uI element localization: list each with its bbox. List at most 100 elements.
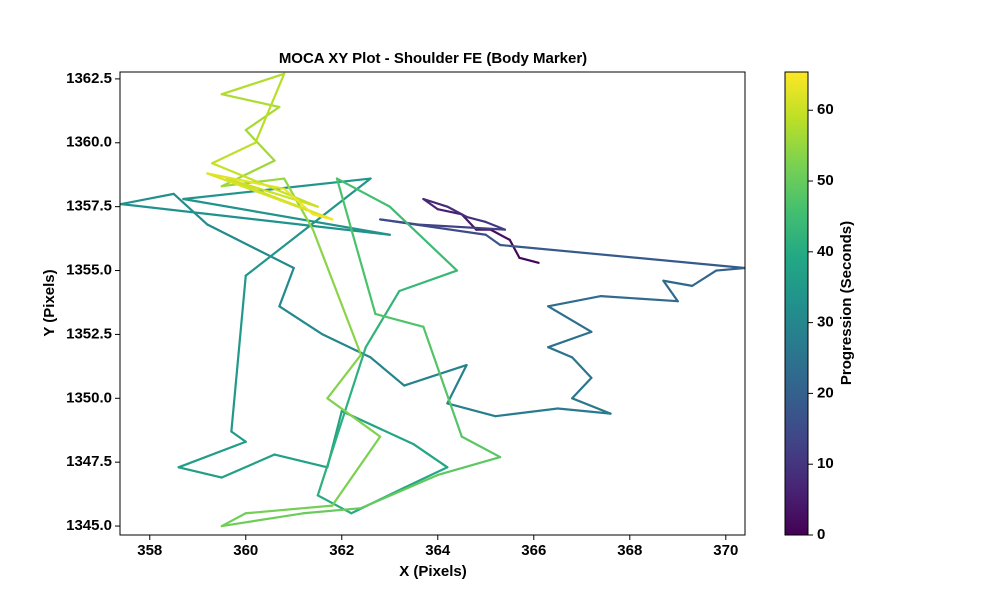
x-tick-label: 366 <box>521 542 546 559</box>
trajectory-segment <box>278 305 324 336</box>
trajectory-segment <box>508 238 521 259</box>
trajectory-segment <box>417 223 507 231</box>
trajectory-segment <box>230 274 247 433</box>
trajectory-segment <box>283 177 315 231</box>
trajectory-segment <box>388 205 459 272</box>
trajectory-segment <box>283 187 315 216</box>
trajectory-segment <box>599 294 679 303</box>
trajectory-segment <box>662 279 694 287</box>
x-tick-label: 364 <box>425 542 451 559</box>
trajectory-segment <box>220 453 276 479</box>
trajectory-segment <box>398 269 459 293</box>
trajectory-segment <box>120 203 391 236</box>
colorbar-tick-label: 0 <box>817 526 825 543</box>
trajectory-segment <box>211 141 257 165</box>
trajectory <box>120 72 745 528</box>
trajectory-segment <box>331 435 382 507</box>
trajectory-segment <box>547 305 593 333</box>
trajectory-segment <box>403 466 449 489</box>
colorbar-tick-label: 20 <box>817 384 834 401</box>
trajectory-segment <box>311 213 334 221</box>
trajectory-segment <box>244 105 281 132</box>
trajectory-segment <box>206 172 286 190</box>
trajectory-segment <box>244 177 372 277</box>
colorbar <box>784 71 809 536</box>
y-tick-label: 1355.0 <box>66 262 112 279</box>
y-tick-label: 1345.0 <box>66 517 112 534</box>
colorbar-label: Progression (Seconds) <box>838 221 855 385</box>
trajectory-segment <box>422 197 449 208</box>
trajectory-segment <box>220 512 305 528</box>
trajectory-segment <box>302 507 363 515</box>
trajectory-segment <box>316 346 367 497</box>
x-tick-label: 358 <box>137 542 162 559</box>
trajectory-segment <box>518 256 540 264</box>
trajectory-segment <box>311 228 363 356</box>
y-tick-label: 1350.0 <box>66 389 112 406</box>
y-tick-label: 1362.5 <box>66 70 112 87</box>
colorbar-tick-label: 10 <box>817 455 834 472</box>
colorbar-tick-label: 60 <box>817 101 834 118</box>
trajectory-segment <box>244 128 276 162</box>
trajectory-segment <box>446 363 468 405</box>
trajectory-segment <box>220 72 286 96</box>
trajectory-segment <box>206 223 295 270</box>
trajectory-segment <box>436 455 502 477</box>
trajectory-segment <box>484 233 502 247</box>
colorbar-tick-label: 40 <box>817 243 834 260</box>
trajectory-segment <box>494 407 559 418</box>
trajectory-segment <box>499 243 745 270</box>
trajectory-segment <box>220 512 247 528</box>
trajectory-segment <box>364 289 401 349</box>
trajectory-segment <box>571 356 593 379</box>
trajectory-segment <box>369 356 406 387</box>
trajectory-segment <box>177 466 223 479</box>
trajectory-segment <box>446 205 468 218</box>
y-tick-label: 1360.0 <box>66 134 112 151</box>
trajectory-segment <box>182 197 391 236</box>
trajectory-segment <box>422 325 463 438</box>
chart-title: MOCA XY Plot - Shoulder FE (Body Marker) <box>279 50 587 67</box>
trajectory-segment <box>446 402 497 418</box>
trajectory-segment <box>273 453 329 469</box>
trajectory-segment <box>412 443 449 469</box>
trajectory-segment <box>547 346 574 359</box>
plot-frame <box>119 71 746 536</box>
trajectory-segment <box>556 407 612 415</box>
trajectory-segment <box>691 269 718 287</box>
x-tick-label: 360 <box>233 542 258 559</box>
colorbar-tick-label: 30 <box>817 314 834 331</box>
trajectory-segment <box>220 93 281 109</box>
trajectory-segment <box>547 330 593 349</box>
trajectory-segment <box>571 397 612 415</box>
trajectory-segment <box>662 279 679 303</box>
trajectory-segment <box>335 177 377 316</box>
y-tick-label: 1357.5 <box>66 198 112 215</box>
trajectory-segment <box>278 266 295 308</box>
trajectory-segment <box>244 504 334 515</box>
trajectory-segment <box>374 312 425 328</box>
trajectory-segment <box>254 72 286 144</box>
y-tick-label: 1352.5 <box>66 325 112 342</box>
trajectory-segment <box>230 430 247 443</box>
trajectory-segment <box>436 208 463 216</box>
trajectory-segment <box>715 266 745 272</box>
trajectory-segment <box>403 363 468 387</box>
trajectory-segment <box>326 397 382 438</box>
trajectory-segment <box>489 228 511 241</box>
x-tick-label: 370 <box>713 542 738 559</box>
trajectory-segment <box>120 192 175 206</box>
trajectory-segment <box>326 353 363 400</box>
trajectory-segment <box>460 435 502 459</box>
trajectory-segment <box>571 376 593 400</box>
trajectory-segment <box>547 294 603 308</box>
x-tick-label: 368 <box>617 542 642 559</box>
trajectory-segment <box>335 177 391 208</box>
y-tick-label: 1347.5 <box>66 453 112 470</box>
trajectory-segment <box>379 218 487 236</box>
trajectory-segment <box>172 192 209 226</box>
x-tick-label: 362 <box>329 542 354 559</box>
x-axis-label: X (Pixels) <box>399 563 467 580</box>
y-axis-label: Y (Pixels) <box>41 269 58 336</box>
